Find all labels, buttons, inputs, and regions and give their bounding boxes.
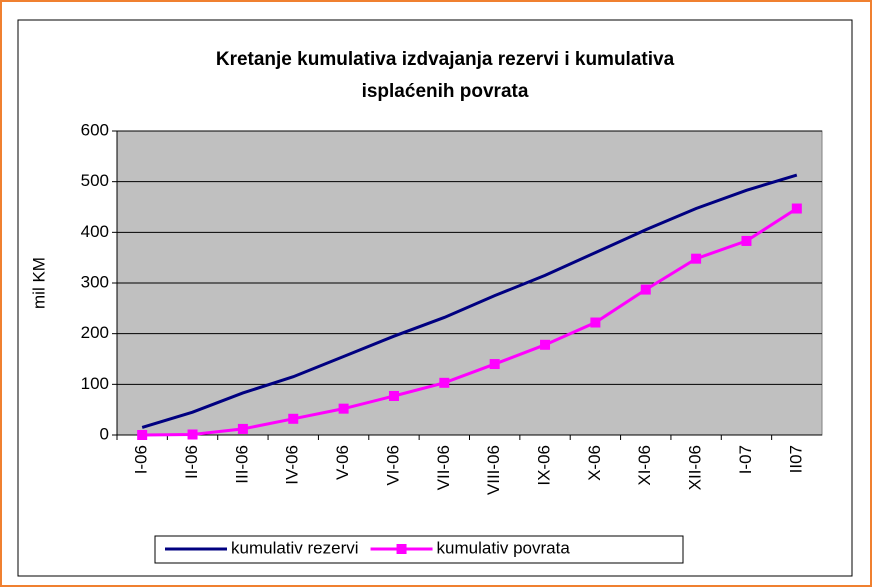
series-marker	[640, 284, 651, 295]
x-tick-label: VII-06	[434, 445, 453, 490]
series-marker	[691, 253, 702, 264]
x-tick-label: XII-06	[686, 445, 705, 490]
series-marker	[540, 339, 551, 350]
x-tick-label: VIII-06	[484, 445, 503, 495]
y-tick-label: 100	[81, 374, 109, 393]
series-marker	[489, 359, 500, 370]
legend-marker	[396, 544, 407, 554]
series-line	[141, 173, 798, 429]
y-tick-label: 500	[81, 171, 109, 190]
x-tick-label: VI-06	[383, 445, 402, 486]
series-marker	[439, 377, 450, 388]
series-marker	[388, 390, 399, 401]
series-marker	[137, 430, 148, 440]
y-tick-label: 300	[81, 272, 109, 291]
y-tick-label: 400	[81, 222, 109, 241]
x-tick-label: III-06	[232, 445, 251, 484]
series-marker	[590, 317, 601, 328]
x-tick-label: V-06	[333, 445, 352, 480]
legend-label: kumulativ rezervi	[231, 538, 359, 557]
y-tick-label: 600	[81, 120, 109, 139]
series-marker	[237, 423, 248, 434]
x-tick-label: I-07	[736, 445, 755, 474]
chart-title: isplaćenih povrata	[362, 81, 529, 102]
x-tick-label: II07	[786, 445, 805, 473]
x-tick-label: X-06	[585, 445, 604, 481]
y-axis-label: mil KM	[29, 257, 48, 309]
chart-title: Kretanje kumulativa izdvajanja rezervi i…	[216, 49, 675, 70]
series-marker	[338, 403, 349, 414]
series-marker	[187, 429, 198, 440]
x-tick-label: IX-06	[535, 445, 554, 486]
series-line	[142, 207, 798, 437]
series-marker	[741, 235, 752, 246]
x-tick-label: IV-06	[283, 445, 302, 485]
y-tick-label: 200	[81, 323, 109, 342]
series-marker	[791, 203, 802, 214]
x-tick-label: XI-06	[635, 445, 654, 486]
series-marker	[288, 413, 299, 424]
x-tick-label: I-06	[132, 445, 151, 474]
x-tick-label: II-06	[182, 445, 201, 479]
legend-label: kumulativ povrata	[437, 538, 571, 557]
y-tick-label: 0	[100, 424, 109, 443]
